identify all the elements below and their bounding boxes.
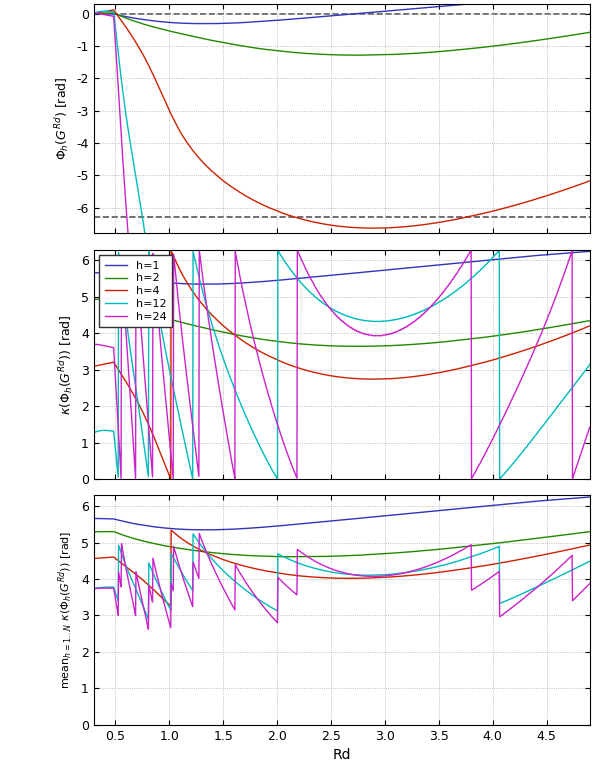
Line: h=4: h=4 <box>94 251 590 479</box>
h=24 <box>306 272 313 281</box>
h=1 <box>90 268 97 278</box>
h=1 <box>156 277 163 286</box>
h=24 <box>362 330 369 339</box>
h=4 <box>258 347 266 357</box>
h=4 <box>156 446 163 456</box>
h=24 <box>156 329 163 338</box>
h=4 <box>586 321 594 331</box>
h=12 <box>145 246 152 255</box>
h=2 <box>306 340 313 349</box>
h=1 <box>352 268 359 278</box>
h=4 <box>352 374 359 384</box>
X-axis label: Rd: Rd <box>333 749 351 762</box>
Line: h=12: h=12 <box>94 251 590 479</box>
h=2 <box>90 295 97 304</box>
h=12 <box>306 287 313 296</box>
h=12 <box>274 475 281 484</box>
h=4 <box>168 246 175 255</box>
h=2 <box>258 334 265 344</box>
h=2 <box>362 341 369 351</box>
Y-axis label: mean$_{h=1\ldots N}$ $\kappa(\Phi_h(G^{Rd}))$ [rad]: mean$_{h=1\ldots N}$ $\kappa(\Phi_h(G^{R… <box>57 531 76 690</box>
h=1 <box>174 278 181 288</box>
h=1 <box>306 273 313 282</box>
h=12 <box>362 316 369 325</box>
h=24 <box>195 245 203 255</box>
h=24 <box>90 340 97 349</box>
Legend: h=1, h=2, h=4, h=12, h=24: h=1, h=2, h=4, h=12, h=24 <box>99 255 172 328</box>
h=2 <box>174 317 182 326</box>
h=4 <box>175 262 182 271</box>
h=24 <box>258 367 266 376</box>
h=2 <box>353 342 360 351</box>
h=1 <box>258 277 265 286</box>
h=2 <box>586 316 594 325</box>
h=24 <box>174 291 182 300</box>
h=12 <box>258 445 265 454</box>
h=24 <box>169 474 177 483</box>
h=2 <box>156 312 163 321</box>
h=4 <box>90 362 97 371</box>
h=1 <box>362 268 369 277</box>
h=1 <box>586 247 594 256</box>
h=4 <box>362 374 369 384</box>
h=24 <box>586 423 594 432</box>
Line: h=2: h=2 <box>94 298 590 347</box>
Line: h=1: h=1 <box>94 252 590 285</box>
h=12 <box>352 314 359 324</box>
h=4 <box>167 474 174 483</box>
h=24 <box>352 326 359 335</box>
Line: h=24: h=24 <box>94 250 590 479</box>
h=2 <box>352 341 359 351</box>
h=4 <box>306 367 313 376</box>
h=2 <box>110 294 117 303</box>
h=12 <box>174 405 182 414</box>
Y-axis label: $\kappa(\Phi_h(G^{Rd}))$ [rad]: $\kappa(\Phi_h(G^{Rd}))$ [rad] <box>57 314 76 415</box>
h=12 <box>156 317 163 326</box>
h=12 <box>90 428 97 437</box>
Y-axis label: $\Phi_h(G^{Rd})$ [rad]: $\Phi_h(G^{Rd})$ [rad] <box>53 77 71 160</box>
h=12 <box>586 360 594 369</box>
h=1 <box>203 280 211 289</box>
